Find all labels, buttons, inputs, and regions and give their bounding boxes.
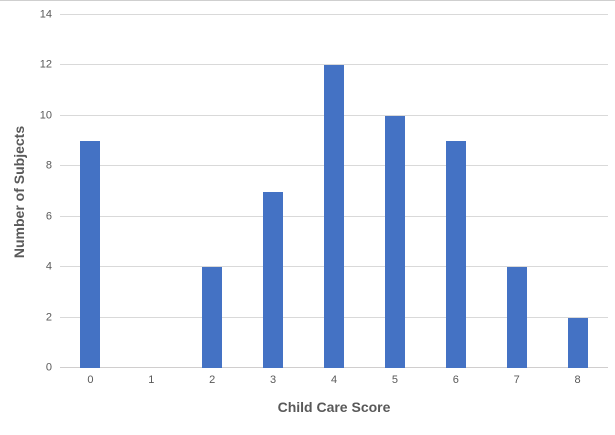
bar-slot-6 [425, 15, 486, 368]
y-tick-label: 6 [45, 210, 52, 223]
bar-8 [567, 317, 588, 368]
bar-5 [384, 115, 405, 368]
bar-slot-3 [243, 15, 304, 368]
bar-3 [263, 191, 284, 368]
bar-7 [506, 267, 527, 368]
x-tick-label: 7 [513, 374, 520, 386]
y-tick-label: 10 [39, 109, 52, 122]
y-tick-label: 2 [45, 311, 52, 324]
x-tick-label: 4 [330, 374, 338, 386]
y-tick-label: 8 [45, 159, 52, 172]
bar-slot-2 [182, 15, 243, 368]
x-tick-label: 1 [148, 374, 155, 386]
y-tick-label: 14 [39, 8, 52, 21]
bar-slot-5 [364, 15, 425, 368]
bar-slot-8 [547, 15, 608, 368]
x-axis-title: Child Care Score [277, 399, 391, 415]
bar-slot-0 [60, 15, 121, 368]
y-axis-tick-labels: 0 2 4 6 8 10 12 14 [0, 9, 52, 373]
plot-area [60, 14, 608, 368]
bar-0 [80, 141, 101, 368]
y-tick-label: 4 [45, 260, 52, 273]
x-tick-label: 2 [209, 374, 216, 386]
x-tick-label: 0 [87, 374, 94, 386]
bars-layer [60, 15, 608, 368]
bar-slot-7 [486, 15, 547, 368]
bar-4 [324, 65, 344, 368]
x-tick-label: 5 [391, 374, 398, 386]
x-tick-label: 8 [574, 374, 581, 386]
x-axis-tick-labels: 0 1 2 3 4 5 6 7 8 [60, 375, 608, 386]
x-tick-label: 3 [270, 374, 277, 386]
bar-slot-4 [304, 15, 365, 368]
x-tick-label: 6 [452, 374, 459, 386]
bar-slot-1 [121, 15, 182, 368]
y-tick-label: 12 [39, 58, 52, 71]
y-tick-label: 0 [45, 361, 52, 374]
gridline [60, 64, 608, 66]
gridline [60, 14, 608, 15]
bar-6 [445, 141, 466, 368]
bar-2 [202, 267, 223, 368]
